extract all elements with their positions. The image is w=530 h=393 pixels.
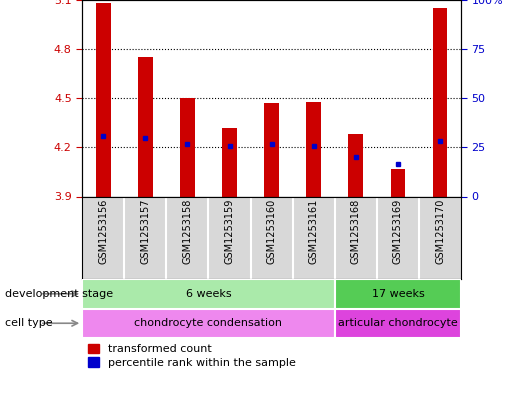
Text: GSM1253160: GSM1253160 xyxy=(267,199,277,264)
Text: GSM1253156: GSM1253156 xyxy=(98,199,108,264)
Text: GSM1253159: GSM1253159 xyxy=(225,199,234,264)
Text: GSM1253170: GSM1253170 xyxy=(435,199,445,264)
Bar xyxy=(138,57,153,196)
Bar xyxy=(82,309,335,338)
Bar xyxy=(348,134,363,196)
Text: GSM1253169: GSM1253169 xyxy=(393,199,403,264)
Text: cell type: cell type xyxy=(5,318,53,328)
Bar xyxy=(335,309,461,338)
Text: GSM1253168: GSM1253168 xyxy=(351,199,361,264)
Text: articular chondrocyte: articular chondrocyte xyxy=(338,318,458,328)
Text: GSM1253161: GSM1253161 xyxy=(309,199,319,264)
Legend: transformed count, percentile rank within the sample: transformed count, percentile rank withi… xyxy=(87,343,296,368)
Bar xyxy=(96,3,111,196)
Bar xyxy=(335,279,461,309)
Bar xyxy=(264,103,279,196)
Bar xyxy=(306,101,321,196)
Text: GSM1253158: GSM1253158 xyxy=(182,199,192,264)
Text: development stage: development stage xyxy=(5,289,113,299)
Bar xyxy=(432,8,447,196)
Bar xyxy=(222,128,237,196)
Bar xyxy=(180,98,195,196)
Text: chondrocyte condensation: chondrocyte condensation xyxy=(135,318,282,328)
Text: 17 weeks: 17 weeks xyxy=(372,289,425,299)
Bar xyxy=(82,279,335,309)
Text: 6 weeks: 6 weeks xyxy=(186,289,231,299)
Text: GSM1253157: GSM1253157 xyxy=(140,199,151,264)
Bar xyxy=(391,169,405,196)
